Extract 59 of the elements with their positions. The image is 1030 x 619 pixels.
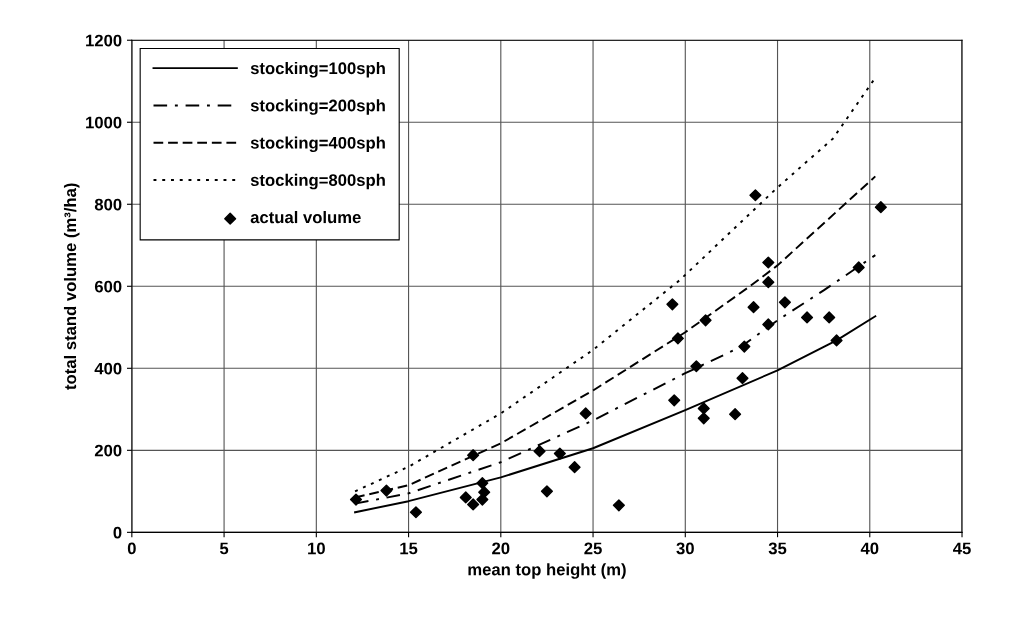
point <box>349 493 363 506</box>
point <box>699 314 712 327</box>
point <box>823 311 836 324</box>
point <box>697 402 710 415</box>
point <box>467 449 480 462</box>
point <box>778 296 791 309</box>
point <box>671 332 684 345</box>
point <box>852 261 865 274</box>
point <box>762 256 775 269</box>
point <box>476 477 489 490</box>
y-tick-label: 600 <box>94 280 122 293</box>
point <box>762 276 775 289</box>
y-tick-label: 800 <box>94 198 122 211</box>
point <box>553 447 566 460</box>
point <box>459 491 472 504</box>
point <box>830 334 843 347</box>
x-tick-label: 45 <box>953 542 971 555</box>
point <box>747 301 760 314</box>
point <box>738 340 751 353</box>
point <box>380 484 393 497</box>
x-axis-title: mean top height (m) <box>468 563 626 579</box>
point <box>612 499 625 512</box>
x-tick-label: 30 <box>676 542 694 555</box>
point <box>729 408 742 421</box>
line-series <box>354 315 877 514</box>
y-tick-label: 400 <box>94 362 122 375</box>
point <box>697 412 710 425</box>
y-tick-label: 200 <box>94 444 122 457</box>
point <box>762 318 775 331</box>
y-tick-label: 1000 <box>86 116 122 129</box>
x-tick-label: 15 <box>400 542 418 555</box>
x-tick-label: 25 <box>584 542 602 555</box>
point <box>666 298 679 311</box>
x-tick-label: 40 <box>860 542 879 555</box>
y-tick-label: 0 <box>113 526 122 539</box>
legend-label: stocking=100sph <box>250 61 385 78</box>
y-axis-title: total stand volume (m³/ha) <box>63 183 80 390</box>
point <box>409 506 423 519</box>
x-tick-label: 20 <box>492 542 510 555</box>
point <box>874 201 887 214</box>
point <box>568 461 581 474</box>
point <box>467 498 480 511</box>
x-tick-label: 0 <box>127 542 136 555</box>
legend-label: actual volume <box>250 211 361 224</box>
y-tick-label: 1200 <box>86 34 122 47</box>
legend-label: stocking=200sph <box>250 99 385 115</box>
legend-label: stocking=400sph <box>250 136 385 153</box>
point <box>540 485 554 498</box>
point <box>690 360 703 373</box>
point <box>800 311 814 324</box>
x-tick-label: 35 <box>768 542 787 555</box>
point <box>533 445 546 458</box>
point <box>579 407 592 420</box>
point <box>749 189 762 202</box>
legend-label: stocking=800sph <box>250 173 385 190</box>
x-tick-label: 10 <box>308 542 325 555</box>
x-tick-label: 5 <box>219 542 229 555</box>
point <box>668 394 681 407</box>
point <box>736 372 749 385</box>
